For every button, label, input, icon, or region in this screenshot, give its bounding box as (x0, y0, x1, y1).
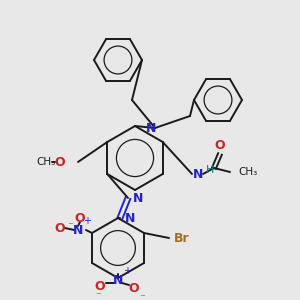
Text: ⁻: ⁻ (95, 291, 101, 300)
Text: N: N (113, 274, 123, 286)
Text: ⁻: ⁻ (67, 221, 73, 231)
Text: O: O (55, 155, 65, 169)
Text: O: O (75, 212, 85, 224)
Text: O: O (95, 280, 105, 292)
Text: N: N (193, 167, 203, 181)
Text: ⁻: ⁻ (139, 293, 145, 300)
Text: O: O (55, 221, 65, 235)
Text: N: N (73, 224, 83, 236)
Text: CH₃: CH₃ (238, 167, 257, 177)
Text: CH₃: CH₃ (36, 157, 56, 167)
Text: N: N (125, 212, 135, 224)
Text: N: N (133, 191, 143, 205)
Text: Br: Br (174, 232, 190, 244)
Text: +: + (123, 266, 131, 276)
Text: +: + (83, 216, 91, 226)
Text: H: H (206, 165, 214, 175)
Text: N: N (146, 122, 156, 134)
Text: O: O (129, 281, 139, 295)
Text: O: O (215, 139, 225, 152)
